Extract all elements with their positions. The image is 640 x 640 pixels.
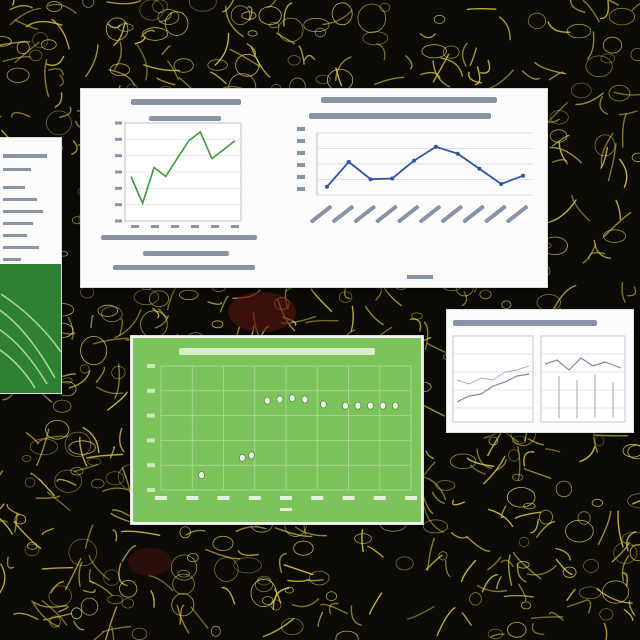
scatter-y-tick (147, 364, 155, 368)
right-x-tick-label-smear (506, 205, 529, 224)
mini-card-heading-smear (453, 320, 597, 326)
right-series-point (455, 151, 460, 156)
scatter-x-tick (186, 496, 199, 500)
right-line-chart (297, 127, 533, 224)
scatter-point (288, 394, 296, 403)
right-series-point (390, 176, 395, 181)
scatter-point (263, 396, 271, 405)
right-y-tick (297, 175, 305, 179)
scatter-x-tick (342, 496, 355, 500)
right-y-tick (297, 127, 305, 131)
scatter-y-tick (147, 413, 155, 418)
right-series-point (412, 158, 417, 163)
right-series-point (433, 144, 438, 149)
mini-chart-left (452, 335, 534, 423)
green-scatter-card (130, 335, 424, 525)
right-series-point (499, 182, 504, 186)
scatter-y-tick (147, 463, 155, 468)
scatter-point (379, 401, 387, 410)
scatter-point (238, 453, 246, 462)
left-series-line (130, 130, 236, 206)
right-series-point (325, 184, 329, 189)
left-x-tick (171, 225, 179, 228)
left-x-tick (191, 225, 199, 228)
right-series-line (326, 145, 524, 188)
scatter-x-tick (155, 496, 167, 500)
right-chart-heading-smear (309, 97, 497, 119)
right-series-point (477, 166, 482, 171)
top-chart-card (80, 88, 548, 288)
right-series-point (368, 177, 373, 182)
right-x-tick-label-smear (375, 205, 398, 224)
scatter-x-label-smear (280, 508, 292, 511)
scatter-point (391, 401, 399, 410)
scatter-point (366, 401, 374, 410)
right-y-tick (297, 139, 305, 143)
scatter-point (354, 401, 362, 410)
scatter-point (248, 451, 255, 460)
left-x-tick (231, 225, 239, 228)
scatter-x-tick (248, 496, 261, 500)
right-x-tick-label-smear (419, 205, 441, 224)
right-y-tick (297, 187, 305, 191)
right-mini-charts-card (446, 309, 634, 433)
right-series-point (521, 173, 525, 178)
left-y-tick (115, 154, 122, 158)
scatter-x-tick (217, 496, 230, 500)
left-y-tick (115, 203, 122, 207)
scatter-point (301, 395, 309, 404)
right-x-tick-label-smear (484, 205, 507, 224)
right-x-tick-label-smear (310, 205, 333, 224)
left-y-tick (115, 219, 122, 223)
left-y-tick (115, 121, 122, 125)
scatter-x-tick (280, 496, 292, 500)
left-side-card (0, 137, 62, 394)
scatter-point (341, 401, 349, 410)
scatter-x-tick (311, 496, 324, 500)
right-x-tick-label-smear (462, 205, 485, 224)
mini-chart-right (540, 335, 626, 423)
scatter-y-tick (147, 488, 155, 492)
left-y-tick (115, 137, 122, 141)
scatter-plot-panel (133, 338, 421, 522)
left-chart-heading-smear (131, 99, 241, 121)
left-line-chart (115, 121, 242, 228)
scatter-point (320, 400, 327, 409)
scatter-y-tick (147, 388, 155, 393)
scatter-point (276, 395, 284, 404)
scatter-x-tick (405, 496, 417, 500)
left-chart-caption-smear (101, 235, 257, 270)
left-x-tick (131, 225, 139, 228)
right-series-point (346, 159, 351, 164)
scatter-heading-smear (179, 348, 375, 355)
footer-smear (407, 275, 433, 279)
scatter-point (198, 471, 205, 480)
right-x-tick-label-smear (332, 205, 354, 224)
right-x-tick-label-smear (353, 205, 376, 224)
left-x-tick (151, 225, 159, 228)
right-y-tick (297, 163, 305, 167)
right-x-tick-label-smear (440, 205, 463, 224)
right-x-tick-label-smear (397, 205, 420, 224)
left-y-tick (115, 186, 122, 190)
right-y-tick (297, 151, 305, 155)
scatter-y-tick (147, 438, 155, 443)
left-y-tick (115, 170, 122, 174)
scatter-x-tick (373, 496, 386, 500)
left-x-tick (211, 225, 219, 228)
